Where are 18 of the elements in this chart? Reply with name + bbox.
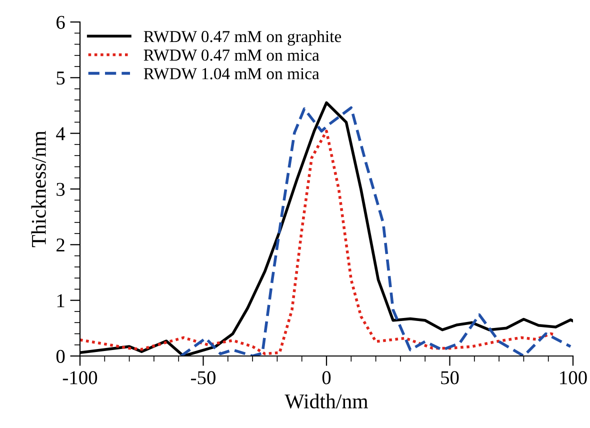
y-tick-label: 6 xyxy=(56,16,65,29)
y-tick-label: 2 xyxy=(56,238,64,252)
x-tick-label: 0 xyxy=(322,371,331,384)
x-axis-title: Width/nm xyxy=(284,394,368,409)
y-axis-title: Thickness/nm xyxy=(31,130,46,248)
legend-label: RWDW 0.47 mM on graphite xyxy=(144,30,342,46)
y-tick-label: 3 xyxy=(56,182,65,196)
y-tick-label: 5 xyxy=(56,72,65,85)
y-tick-label: 0 xyxy=(56,350,65,363)
legend-label: RWDW 0.47 mM on mica xyxy=(144,50,320,61)
x-tick-label: -50 xyxy=(191,371,216,384)
x-tick-label: -100 xyxy=(62,371,98,384)
y-tick-label: 1 xyxy=(57,294,64,308)
x-tick-label: 50 xyxy=(441,371,459,384)
line-series xyxy=(180,106,572,356)
legend-label: RWDW 1.04 mM on mica xyxy=(144,68,320,80)
y-tick-label: 4 xyxy=(56,127,66,140)
x-tick-label: 100 xyxy=(560,371,587,384)
